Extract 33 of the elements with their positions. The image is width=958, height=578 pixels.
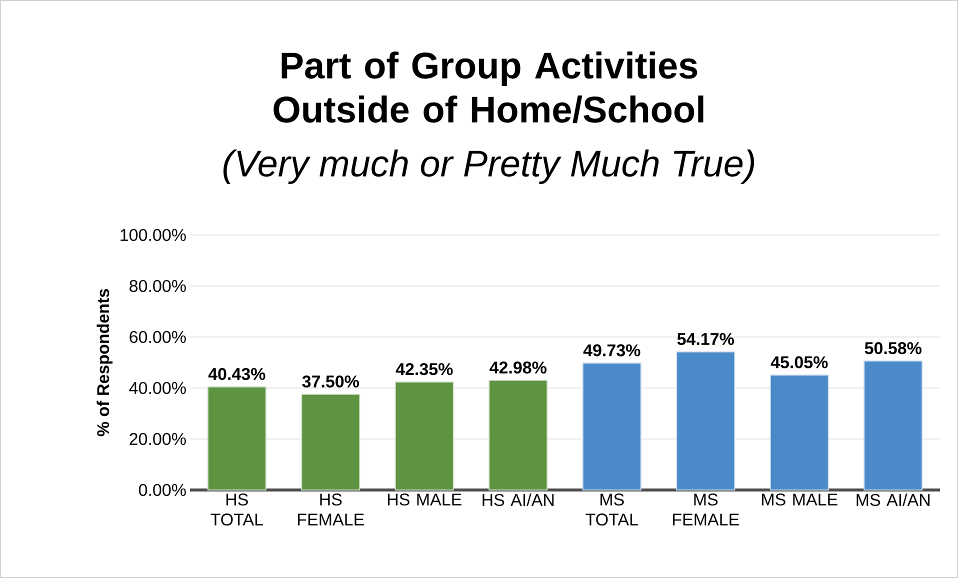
bar <box>864 360 923 490</box>
bar <box>301 394 360 490</box>
x-tick-label: MS AI/AN <box>856 494 930 506</box>
bar <box>394 381 454 490</box>
y-tick-label: 60.00% <box>130 330 186 344</box>
bar <box>676 351 736 490</box>
chart-subtitle: (Very much or Pretty Much True) <box>223 150 754 184</box>
y-axis-title: % of Respondents <box>96 289 112 436</box>
chart-title: Part of Group Activities Outside of Home/School <box>274 52 704 124</box>
bar <box>488 380 548 490</box>
bar <box>582 362 642 490</box>
y-tick-label: 0.00% <box>138 484 186 496</box>
data-label: 54.17% <box>677 333 734 346</box>
x-tick-label: MS FEMALE <box>673 494 739 526</box>
bar <box>770 374 829 490</box>
x-tick-label: HS TOTAL <box>210 494 263 526</box>
x-tick-label: MS MALE <box>762 494 838 506</box>
y-tick-label: 80.00% <box>130 280 186 292</box>
bar <box>207 386 266 490</box>
data-label: 45.05% <box>770 356 828 368</box>
data-label: 49.73% <box>583 344 640 356</box>
data-label: 42.35% <box>396 363 453 376</box>
y-tick-label: 40.00% <box>129 382 186 394</box>
x-tick-label: HS FEMALE <box>298 494 364 526</box>
data-label: 37.50% <box>302 375 359 388</box>
x-tick-label: MS TOTAL <box>586 494 638 526</box>
data-label: 50.58% <box>864 342 922 354</box>
data-label: 40.43% <box>208 368 266 380</box>
x-tick-label: HS MALE <box>388 494 462 506</box>
y-tick-label: 20.00% <box>130 432 186 446</box>
y-tick-label: 100.00% <box>120 228 186 242</box>
data-label: 42.98% <box>490 362 546 374</box>
x-tick-label: HS AI/AN <box>482 494 554 506</box>
